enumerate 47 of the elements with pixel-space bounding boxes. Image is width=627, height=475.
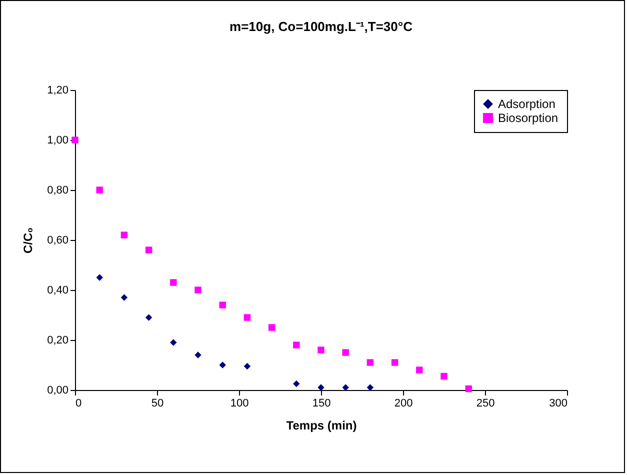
y-tick-label: 0,40 <box>47 284 68 296</box>
point <box>293 380 300 388</box>
point <box>318 384 324 391</box>
point <box>318 346 324 354</box>
y-tick-label: 0,00 <box>47 384 68 396</box>
point <box>72 136 78 144</box>
y-axis-title: C/C₀ <box>21 227 36 254</box>
y-tick-label: 0,60 <box>47 234 68 246</box>
point <box>366 384 374 391</box>
x-tick-label: 300 <box>549 398 568 410</box>
point <box>268 324 276 331</box>
x-axis-title: Temps (min) <box>286 418 357 432</box>
y-tick-label: 0,20 <box>47 334 68 346</box>
point <box>366 359 374 366</box>
x-tick-label: 0 <box>76 398 82 410</box>
y-tick-label: 1,20 <box>47 84 68 96</box>
point <box>96 186 103 194</box>
x-tick-label: 250 <box>476 398 495 410</box>
point <box>391 359 398 366</box>
x-tick-label: 200 <box>394 398 413 410</box>
point <box>170 279 177 286</box>
point <box>170 339 177 346</box>
point <box>219 302 226 308</box>
point <box>416 366 423 374</box>
point <box>465 385 472 392</box>
point <box>96 274 103 281</box>
point <box>145 314 152 321</box>
point <box>219 362 226 368</box>
point <box>244 314 251 321</box>
x-tick-label: 50 <box>151 398 164 410</box>
point <box>342 384 349 391</box>
x-tick-label: 150 <box>312 398 331 410</box>
point <box>120 232 128 238</box>
point <box>293 342 300 348</box>
point <box>145 246 152 254</box>
x-tick-label: 100 <box>230 398 249 410</box>
legend-label: Biosorption <box>498 111 558 125</box>
legend-label: Adsorption <box>498 97 556 111</box>
point <box>244 362 251 370</box>
point <box>194 352 202 358</box>
y-tick-label: 1,00 <box>47 134 68 146</box>
y-tick-label: 0,80 <box>47 184 68 196</box>
point <box>342 349 349 356</box>
point <box>440 372 448 380</box>
point <box>120 294 128 301</box>
chart-title: m=10g, Co=100mg.L⁻¹,T=30°C <box>230 19 414 34</box>
point <box>194 286 202 294</box>
